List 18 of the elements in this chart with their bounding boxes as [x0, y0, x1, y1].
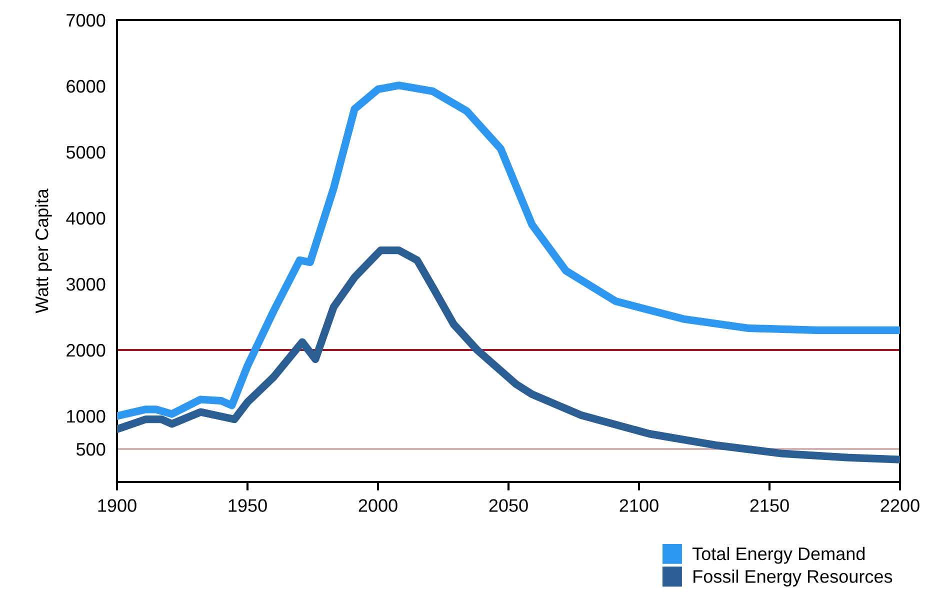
y-tick-label: 5000	[66, 146, 106, 159]
x-tick-label: 2100	[620, 499, 658, 512]
x-tick-label: 2150	[750, 499, 789, 512]
y-tick-label: 2000	[66, 344, 106, 357]
x-tick-label: 2000	[358, 499, 398, 512]
y-tick-label: 4000	[66, 212, 106, 225]
y-tick-label: 7000	[66, 14, 106, 27]
x-tick-label: 2050	[489, 499, 528, 512]
y-axis-title: Watt per Capita	[35, 188, 52, 314]
legend-label: Fossil Energy Resources	[694, 570, 892, 586]
y-tick-label: 1000	[67, 410, 106, 423]
x-tick-label: 2200	[880, 499, 920, 512]
x-tick-label: 1950	[228, 499, 267, 512]
x-tick-label: 1900	[98, 499, 136, 512]
y-tick-label: 500	[76, 442, 106, 456]
y-tick-label: 3000	[66, 278, 106, 291]
y-tick-label: 6000	[66, 80, 106, 93]
legend-label: Total Energy Demand	[692, 546, 865, 564]
